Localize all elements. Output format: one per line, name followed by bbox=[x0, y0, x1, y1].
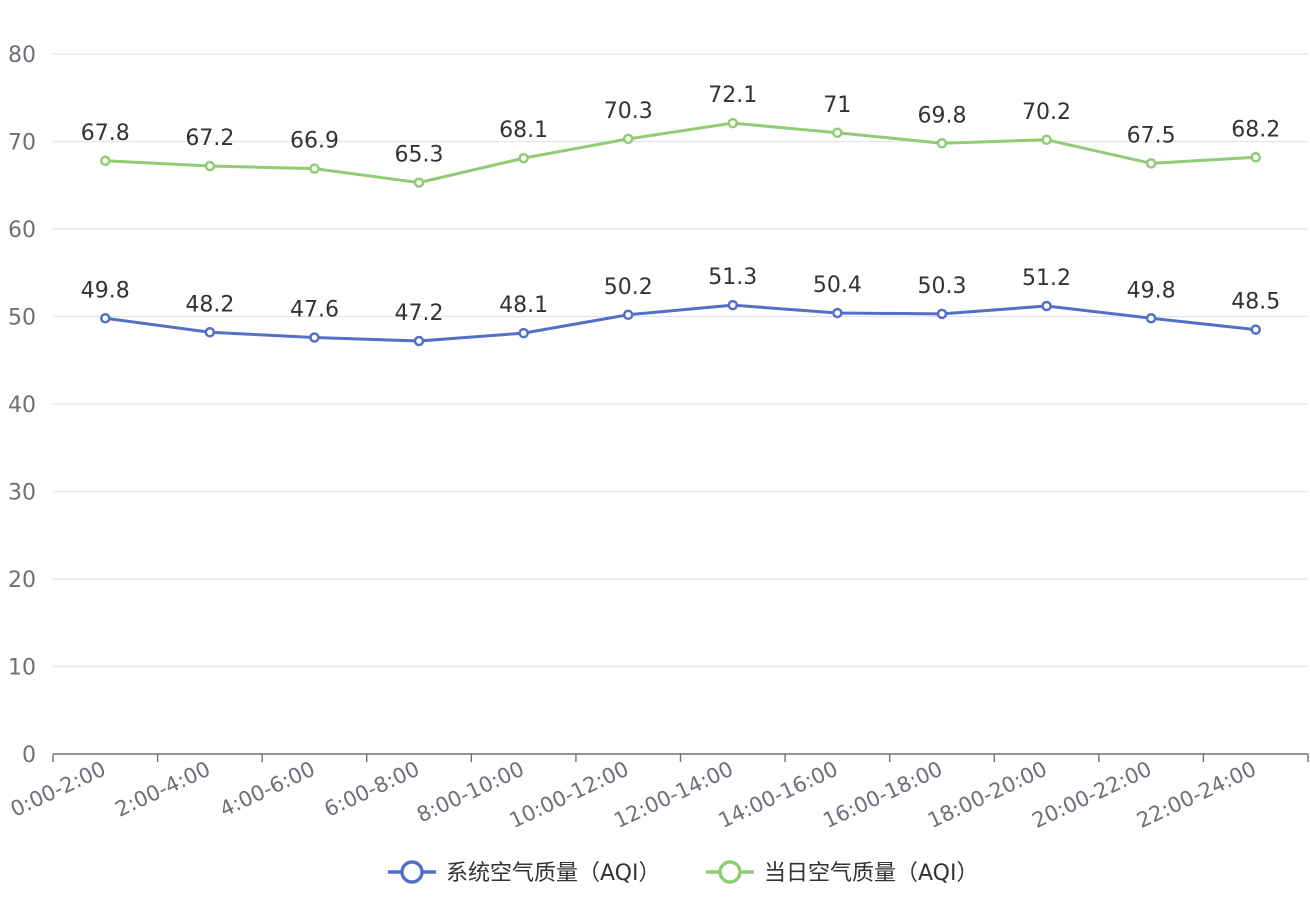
series-layer bbox=[100, 117, 1261, 347]
data-point[interactable] bbox=[1041, 300, 1052, 312]
x-tick-label: 2:00-4:00 bbox=[111, 757, 214, 822]
x-tick-label: 14:00-16:00 bbox=[715, 757, 842, 833]
x-tick-label: 22:00-24:00 bbox=[1133, 757, 1260, 833]
x-tick-label: 16:00-18:00 bbox=[819, 757, 946, 833]
data-label: 71 bbox=[823, 93, 851, 118]
y-tick-label: 60 bbox=[8, 218, 36, 243]
y-tick-label: 40 bbox=[8, 393, 36, 418]
y-tick-label: 20 bbox=[8, 568, 36, 593]
data-point[interactable] bbox=[204, 160, 216, 172]
data-labels: 49.8 48.2 47.6 47.2 48.1 50.2 51.3 50.4 50.3 51.2… bbox=[81, 83, 1280, 326]
x-tick-label: 18:00-20:00 bbox=[924, 757, 1051, 833]
x-tick-label: 20:00-22:00 bbox=[1029, 757, 1156, 833]
y-tick-label: 80 bbox=[8, 43, 36, 68]
y-tick-label: 10 bbox=[8, 656, 36, 681]
data-label: 67.5 bbox=[1127, 123, 1176, 148]
data-label: 50.4 bbox=[813, 273, 862, 298]
data-label: 70.2 bbox=[1022, 100, 1071, 125]
data-label: 49.8 bbox=[81, 278, 130, 303]
data-point[interactable] bbox=[309, 163, 320, 174]
legend-label: 系统空气质量（AQI） bbox=[446, 861, 660, 886]
data-label: 51.3 bbox=[708, 265, 757, 290]
data-label: 65.3 bbox=[395, 143, 444, 168]
data-point[interactable] bbox=[100, 155, 111, 166]
data-point[interactable] bbox=[1250, 324, 1261, 335]
data-point[interactable] bbox=[413, 177, 425, 188]
y-axis: 0 10 20 30 40 50 60 70 80 bbox=[8, 43, 36, 768]
legend-item-0[interactable]: 系统空气质量（AQI） bbox=[388, 860, 660, 886]
gridlines bbox=[53, 53, 1308, 668]
legend-label: 当日空气质量（AQI） bbox=[764, 861, 978, 886]
y-tick-label: 30 bbox=[8, 481, 36, 506]
data-label: 68.2 bbox=[1231, 117, 1280, 142]
data-label: 70.3 bbox=[604, 99, 653, 124]
x-tick-label: 10:00-12:00 bbox=[506, 757, 633, 833]
data-label: 72.1 bbox=[708, 83, 757, 108]
data-label: 51.2 bbox=[1022, 266, 1071, 291]
data-point[interactable] bbox=[309, 332, 320, 343]
legend[interactable]: 系统空气质量（AQI） 当日空气质量（AQI） bbox=[388, 860, 978, 886]
legend-marker bbox=[400, 860, 424, 884]
data-point[interactable] bbox=[100, 313, 111, 324]
data-point[interactable] bbox=[936, 308, 948, 320]
data-label: 49.8 bbox=[1127, 278, 1176, 303]
data-point[interactable] bbox=[1145, 158, 1157, 169]
data-point[interactable] bbox=[1145, 313, 1157, 324]
data-label: 50.2 bbox=[604, 275, 653, 300]
legend-marker bbox=[718, 860, 742, 884]
data-label: 67.2 bbox=[185, 126, 234, 151]
y-tick-label: 50 bbox=[8, 306, 36, 331]
data-point[interactable] bbox=[518, 327, 529, 339]
data-label: 48.1 bbox=[499, 293, 548, 318]
data-point[interactable] bbox=[832, 307, 843, 319]
data-point[interactable] bbox=[832, 127, 843, 138]
series-line-0 bbox=[105, 303, 1256, 343]
data-point[interactable] bbox=[518, 152, 529, 164]
data-point[interactable] bbox=[204, 327, 216, 338]
series-line-1 bbox=[105, 121, 1256, 185]
data-label: 66.9 bbox=[290, 129, 339, 154]
y-tick-label: 0 bbox=[22, 743, 36, 768]
x-axis: 0:00-2:00 2:00-4:00 4:00-6:00 6:00-8:008:00… bbox=[7, 753, 1309, 833]
legend-item-1[interactable]: 当日空气质量（AQI） bbox=[706, 860, 978, 886]
data-label: 68.1 bbox=[499, 118, 548, 143]
y-tick-label: 70 bbox=[8, 131, 36, 156]
data-point[interactable] bbox=[727, 117, 739, 129]
data-label: 50.3 bbox=[917, 274, 966, 299]
data-point[interactable] bbox=[727, 299, 739, 311]
x-tick-label: 6:00-8:00 bbox=[321, 757, 424, 822]
data-label: 67.8 bbox=[81, 121, 130, 146]
data-label: 47.6 bbox=[290, 298, 339, 323]
data-point[interactable] bbox=[413, 335, 425, 347]
data-point[interactable] bbox=[1041, 134, 1052, 145]
data-point[interactable] bbox=[622, 309, 634, 320]
data-point[interactable] bbox=[1250, 152, 1261, 163]
data-label: 48.5 bbox=[1231, 290, 1280, 315]
x-tick-label: 4:00-6:00 bbox=[216, 757, 319, 822]
x-tick-label: 12:00-14:00 bbox=[610, 757, 737, 833]
data-label: 48.2 bbox=[185, 292, 234, 317]
data-point[interactable] bbox=[622, 133, 634, 145]
data-label: 69.8 bbox=[917, 103, 966, 128]
data-point[interactable] bbox=[936, 138, 948, 149]
data-label: 47.2 bbox=[395, 301, 444, 326]
